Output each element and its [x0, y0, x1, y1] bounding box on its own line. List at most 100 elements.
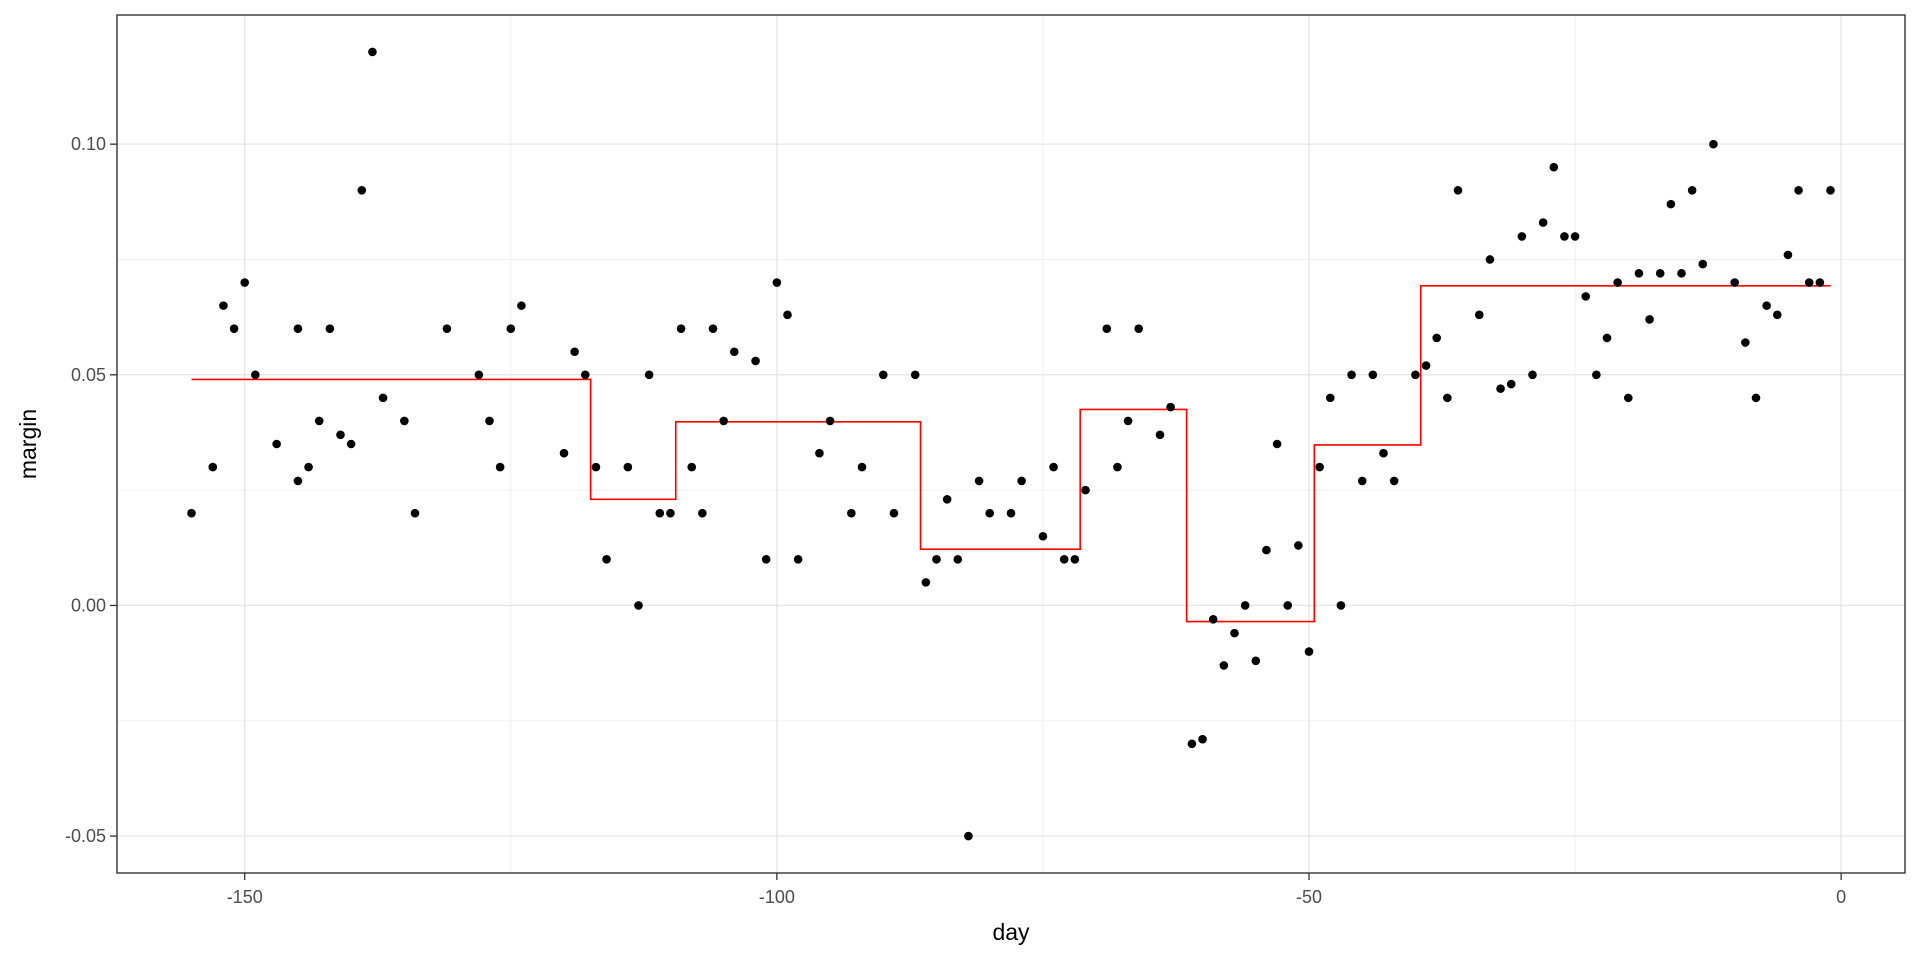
data-point	[847, 508, 856, 518]
data-point	[623, 462, 633, 472]
grid-minor	[117, 15, 1905, 873]
data-point	[1794, 185, 1803, 195]
data-point	[229, 324, 239, 333]
step-line-path	[191, 284, 1831, 623]
data-point	[272, 439, 281, 449]
data-point	[644, 370, 654, 380]
data-point	[1006, 508, 1016, 518]
data-point	[1815, 278, 1825, 287]
data-point	[942, 495, 952, 504]
x-tick-label: 0	[1836, 887, 1846, 907]
data-point	[378, 393, 388, 403]
data-point	[474, 370, 484, 380]
data-point	[889, 508, 899, 518]
data-point	[1677, 269, 1686, 278]
data-point	[1187, 739, 1197, 749]
data-point	[495, 462, 505, 472]
data-point	[1485, 255, 1495, 264]
data-point	[357, 185, 367, 195]
data-point	[1049, 462, 1058, 472]
data-point	[1336, 601, 1346, 610]
grid-major	[117, 15, 1905, 873]
data-point	[1570, 232, 1580, 241]
data-point	[1304, 647, 1314, 656]
data-point	[1134, 324, 1144, 333]
data-point	[974, 476, 984, 486]
data-point	[1826, 185, 1835, 195]
data-point	[708, 324, 718, 333]
data-point	[1581, 292, 1591, 301]
data-point	[293, 476, 303, 486]
data-point	[761, 555, 771, 564]
x-tick-label: -150	[227, 887, 263, 907]
data-point	[1070, 555, 1080, 564]
step-line	[191, 284, 1831, 623]
data-point	[1666, 199, 1676, 209]
data-point	[1560, 232, 1569, 241]
data-point	[304, 462, 313, 472]
data-point	[251, 370, 260, 380]
data-point	[314, 416, 324, 426]
data-point	[953, 555, 963, 564]
data-point	[1783, 250, 1793, 260]
data-point	[1645, 315, 1654, 324]
data-point	[1059, 555, 1069, 564]
data-point	[1038, 531, 1048, 541]
data-point	[1709, 139, 1718, 149]
data-point	[1240, 601, 1250, 610]
data-point	[400, 416, 409, 426]
data-point	[442, 324, 452, 333]
data-point	[1474, 310, 1484, 320]
data-point	[698, 508, 707, 518]
data-point	[1198, 734, 1207, 744]
y-tick-label: 0.00	[71, 595, 106, 615]
data-point	[410, 508, 420, 518]
data-point	[1421, 361, 1431, 370]
data-point	[1294, 541, 1303, 550]
data-point	[1262, 545, 1271, 555]
y-axis-title: margin	[15, 409, 41, 479]
data-point	[719, 416, 728, 426]
data-point	[1389, 476, 1399, 486]
data-point	[815, 448, 824, 458]
data-point	[570, 347, 579, 357]
data-point	[1762, 301, 1771, 310]
data-point	[825, 416, 835, 426]
data-point	[793, 555, 803, 564]
data-point	[964, 831, 973, 841]
data-point	[1368, 370, 1378, 380]
data-point	[1123, 416, 1133, 426]
data-point	[1804, 278, 1814, 287]
data-point	[1613, 278, 1622, 287]
data-point	[346, 439, 356, 449]
data-point	[187, 508, 196, 518]
data-point	[1347, 370, 1356, 380]
data-point	[1166, 402, 1175, 412]
data-point	[1208, 614, 1218, 624]
data-point	[634, 601, 643, 610]
data-point	[1602, 333, 1612, 343]
data-point	[1315, 462, 1324, 472]
data-point	[921, 578, 931, 587]
data-point	[1698, 259, 1708, 269]
data-point	[687, 462, 697, 472]
data-point	[676, 324, 686, 333]
data-point	[783, 310, 792, 320]
plot-border	[116, 14, 1906, 874]
x-tick-label: -100	[759, 887, 795, 907]
data-point	[857, 462, 867, 472]
data-point	[772, 278, 782, 287]
data-point	[208, 462, 218, 472]
data-point	[517, 301, 526, 310]
data-point	[1496, 384, 1505, 393]
data-point	[1325, 393, 1335, 403]
data-point	[729, 347, 739, 357]
data-point	[1655, 269, 1665, 278]
data-point	[1730, 278, 1740, 287]
y-tick-label: -0.05	[65, 826, 106, 846]
data-point	[1443, 393, 1452, 403]
data-point	[1113, 462, 1122, 472]
data-point	[1592, 370, 1601, 380]
data-point	[910, 370, 920, 380]
data-point	[932, 555, 941, 564]
